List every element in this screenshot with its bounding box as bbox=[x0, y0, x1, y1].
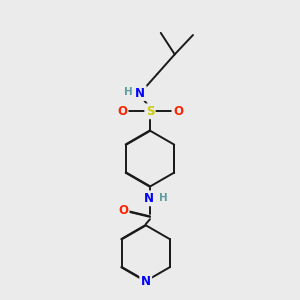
Text: O: O bbox=[118, 204, 128, 217]
Text: S: S bbox=[146, 105, 154, 118]
Text: N: N bbox=[141, 274, 151, 288]
Text: N: N bbox=[135, 86, 145, 100]
Text: H: H bbox=[124, 87, 133, 97]
Text: N: N bbox=[144, 192, 154, 205]
Text: H: H bbox=[158, 194, 167, 203]
Text: O: O bbox=[117, 105, 127, 118]
Text: O: O bbox=[173, 105, 183, 118]
